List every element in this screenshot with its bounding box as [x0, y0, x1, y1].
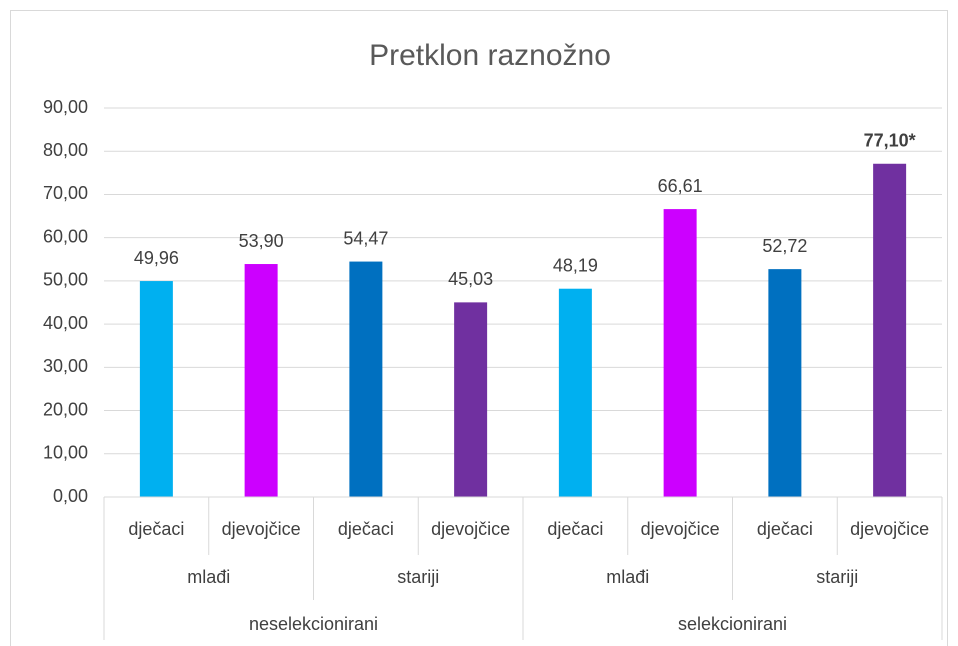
- bar: [139, 281, 173, 497]
- chart-title: Pretklon raznožno: [369, 39, 611, 72]
- x-tick-label: djevojčice: [850, 519, 929, 539]
- data-label: 54,47: [343, 228, 388, 248]
- bar: [663, 209, 697, 497]
- y-tick-label: 60,00: [43, 226, 88, 246]
- y-tick-label: 0,00: [53, 486, 88, 506]
- y-tick-label: 30,00: [43, 356, 88, 376]
- bar: [454, 302, 488, 497]
- x-tick-label: djevojčice: [222, 519, 301, 539]
- x-tick-label: djevojčice: [431, 519, 510, 539]
- x-supergroup-label: selekcionirani: [678, 614, 787, 634]
- x-group-label: mlađi: [606, 567, 649, 587]
- x-tick-label: dječaci: [128, 519, 184, 539]
- y-tick-label: 20,00: [43, 399, 88, 419]
- x-tick-label: dječaci: [547, 519, 603, 539]
- x-tick-label: dječaci: [338, 519, 394, 539]
- x-group-label: mlađi: [187, 567, 230, 587]
- data-label: 49,96: [134, 248, 179, 268]
- data-label: 52,72: [762, 236, 807, 256]
- y-tick-label: 40,00: [43, 313, 88, 333]
- data-label: 53,90: [239, 231, 284, 251]
- y-tick-label: 50,00: [43, 270, 88, 290]
- y-tick-label: 10,00: [43, 443, 88, 463]
- x-tick-label: djevojčice: [641, 519, 720, 539]
- bar: [349, 261, 383, 497]
- x-group-label: stariji: [397, 567, 439, 587]
- data-label: 66,61: [658, 176, 703, 196]
- chart-border: [10, 10, 948, 646]
- y-tick-label: 90,00: [43, 97, 88, 117]
- bar: [244, 264, 278, 497]
- x-tick-label: dječaci: [757, 519, 813, 539]
- bar: [873, 163, 907, 498]
- data-label: 45,03: [448, 269, 493, 289]
- bar: [768, 269, 802, 497]
- bar: [558, 288, 592, 497]
- data-label: 48,19: [553, 255, 598, 275]
- data-label: 77,10*: [864, 131, 916, 151]
- y-tick-label: 70,00: [43, 183, 88, 203]
- x-supergroup-label: neselekcionirani: [249, 614, 378, 634]
- x-group-label: stariji: [816, 567, 858, 587]
- y-tick-label: 80,00: [43, 140, 88, 160]
